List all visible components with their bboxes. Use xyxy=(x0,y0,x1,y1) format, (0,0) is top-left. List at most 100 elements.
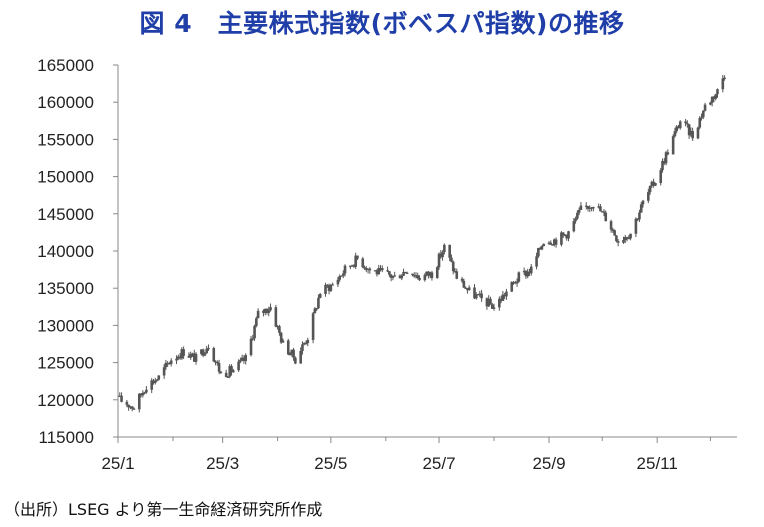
candle-body xyxy=(560,232,563,245)
candle-body xyxy=(588,207,592,209)
candle-body xyxy=(306,339,310,344)
candle-body xyxy=(623,237,627,241)
candle-body xyxy=(524,270,528,277)
candle-body xyxy=(611,229,615,231)
candle-body xyxy=(178,356,182,359)
candle-body xyxy=(510,281,514,292)
candle-body xyxy=(443,244,446,253)
candle-body xyxy=(288,354,292,356)
y-tick-label: 150000 xyxy=(37,168,94,187)
candle-body xyxy=(311,313,315,340)
candle-body xyxy=(201,349,205,356)
candle-body xyxy=(120,395,123,402)
candle-body xyxy=(242,357,246,362)
candle-body xyxy=(576,212,579,219)
candle-body xyxy=(423,274,427,281)
candle-body xyxy=(641,200,645,205)
candle-body xyxy=(503,294,506,297)
candle-body xyxy=(686,123,689,125)
candle-body xyxy=(466,288,469,291)
candle-body xyxy=(703,104,707,111)
candle-body xyxy=(224,372,228,378)
candle-body xyxy=(249,338,253,356)
candle-body xyxy=(375,270,379,275)
candle-body xyxy=(279,332,283,343)
candle-body xyxy=(315,308,318,310)
candle-body xyxy=(537,247,540,257)
candle-body xyxy=(212,348,216,362)
candle-body xyxy=(152,380,155,384)
candle-body xyxy=(214,361,217,363)
candle-body xyxy=(175,358,178,361)
x-tick-label: 25/7 xyxy=(422,454,455,473)
candle-body xyxy=(130,406,134,409)
candle-body xyxy=(416,275,420,278)
candle-body xyxy=(216,361,219,364)
candle-body xyxy=(251,338,255,340)
candle-body xyxy=(340,275,343,277)
candle-body xyxy=(437,253,441,268)
candle-body xyxy=(361,258,365,268)
candle-body xyxy=(192,353,196,362)
candle-body xyxy=(143,392,146,394)
candle-body xyxy=(535,256,538,267)
candle-body xyxy=(239,359,242,362)
candle-body xyxy=(696,127,700,139)
candle-body xyxy=(473,287,476,299)
candle-body xyxy=(256,310,260,319)
candle-body xyxy=(499,298,503,301)
candle-body xyxy=(716,89,719,95)
candle-body xyxy=(336,279,340,285)
candle-body xyxy=(590,207,593,209)
candle-body xyxy=(317,297,320,309)
candle-body xyxy=(145,389,148,393)
candle-body xyxy=(405,272,409,274)
candle-body xyxy=(489,298,492,305)
candle-body xyxy=(205,348,208,354)
y-tick-label: 125000 xyxy=(37,354,94,373)
candle-body xyxy=(648,185,652,193)
candle-body xyxy=(324,284,327,294)
candle-body xyxy=(671,136,675,155)
candle-body xyxy=(388,271,391,275)
candle-body xyxy=(538,247,542,250)
candle-body xyxy=(542,243,545,247)
candle-body xyxy=(427,271,430,276)
candle-body xyxy=(137,393,141,410)
candle-body xyxy=(547,242,551,244)
candle-body xyxy=(675,126,678,132)
candle-body xyxy=(702,110,705,118)
candle-body xyxy=(567,231,570,239)
candle-body xyxy=(476,294,480,296)
candle-body xyxy=(389,274,393,278)
candle-body xyxy=(636,218,639,220)
candle-body xyxy=(666,152,670,155)
candle-body xyxy=(639,204,643,213)
candle-body xyxy=(616,241,620,243)
candle-body xyxy=(609,221,613,230)
candle-body xyxy=(400,275,404,279)
candle-body xyxy=(428,272,432,276)
x-tick-label: 25/11 xyxy=(637,454,678,473)
y-tick-label: 155000 xyxy=(37,130,94,149)
candle-body xyxy=(664,152,668,164)
candle-body xyxy=(373,270,377,272)
candle-body xyxy=(584,205,588,207)
candle-body xyxy=(723,77,726,79)
candle-body xyxy=(647,192,650,201)
candle-body xyxy=(350,265,354,267)
candle-body xyxy=(498,298,501,308)
candle-body xyxy=(356,255,359,259)
candle-body xyxy=(411,273,414,276)
candle-body xyxy=(365,268,368,270)
candle-body xyxy=(709,102,712,105)
candle-body xyxy=(265,308,269,313)
candle-body xyxy=(294,357,297,364)
candle-body xyxy=(141,392,145,396)
y-tick-label: 160000 xyxy=(37,93,94,112)
candle-body xyxy=(125,401,129,405)
candle-body xyxy=(460,278,464,281)
candle-body xyxy=(526,271,530,277)
candle-body xyxy=(292,349,295,358)
candle-body xyxy=(418,277,421,281)
